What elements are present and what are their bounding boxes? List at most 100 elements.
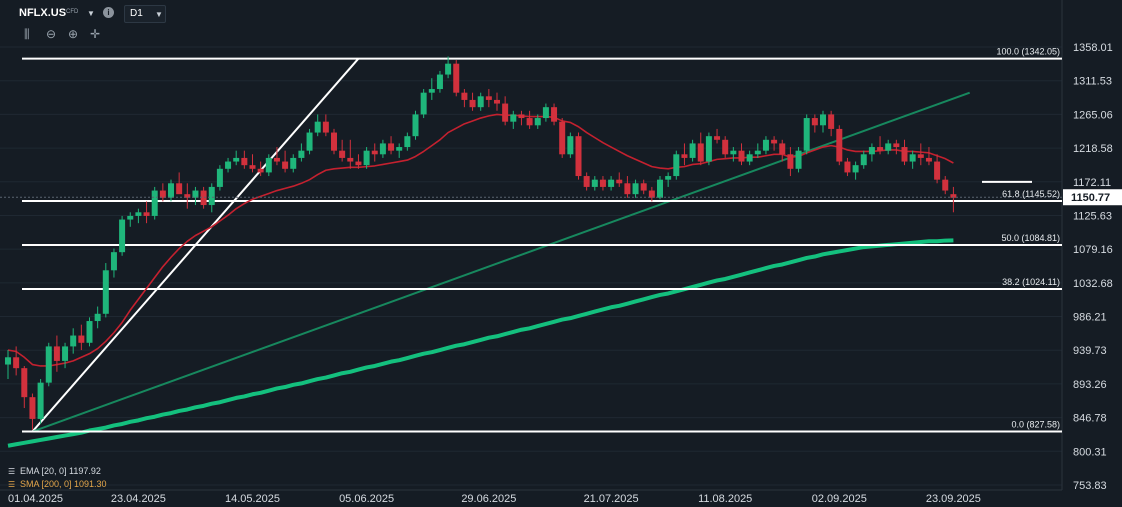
candle-body bbox=[192, 190, 199, 198]
candle-body bbox=[355, 161, 362, 166]
candle bbox=[127, 212, 134, 227]
candle bbox=[518, 110, 525, 126]
candle bbox=[176, 172, 183, 195]
candle-body bbox=[624, 183, 631, 195]
candle-body bbox=[738, 150, 745, 162]
candle-body bbox=[322, 121, 329, 133]
ema-legend[interactable]: ☰ EMA [20, 0] 1197.92 bbox=[8, 466, 101, 476]
candle-body bbox=[249, 165, 256, 169]
candle bbox=[249, 154, 256, 173]
price-axis: 1358.01 1311.53 1265.06 1218.58 1172.11 1125.… bbox=[1073, 42, 1113, 492]
candle bbox=[216, 165, 223, 191]
candle-body bbox=[673, 154, 680, 177]
current-price-tag: 1150.77 bbox=[0, 189, 1122, 206]
candle bbox=[420, 89, 427, 119]
candle bbox=[306, 128, 313, 155]
candle bbox=[477, 92, 484, 111]
candle-body bbox=[820, 114, 826, 126]
candle bbox=[339, 139, 346, 162]
zoom-out-icon[interactable]: ⊖ bbox=[46, 27, 57, 41]
date-tick-label: 14.05.2025 bbox=[225, 493, 280, 505]
candle bbox=[86, 317, 93, 347]
candle-body bbox=[730, 150, 737, 155]
candle bbox=[78, 324, 85, 351]
eye-icon[interactable]: ☰ bbox=[8, 480, 16, 489]
candle bbox=[624, 176, 631, 198]
candle-body bbox=[241, 157, 248, 166]
candle-body bbox=[705, 136, 712, 162]
candle-body bbox=[388, 143, 395, 151]
candle bbox=[811, 114, 818, 133]
candle bbox=[143, 201, 150, 224]
candle-body bbox=[404, 136, 411, 148]
candle-body bbox=[714, 136, 721, 140]
candle bbox=[45, 342, 52, 387]
candle-body bbox=[143, 212, 150, 216]
date-axis: 01.04.2025 23.04.2025 14.05.2025 05.06.2025… bbox=[8, 493, 981, 505]
candle bbox=[877, 136, 884, 155]
symbol-chevron-down-icon[interactable]: ▼ bbox=[87, 9, 95, 18]
candle-body bbox=[502, 103, 509, 122]
fib-label-38.2: 38.2 (1024.11) bbox=[1002, 277, 1060, 287]
candle bbox=[754, 143, 761, 158]
candle bbox=[379, 139, 386, 158]
candle bbox=[257, 161, 264, 177]
candle bbox=[273, 147, 280, 166]
candle bbox=[925, 147, 932, 166]
fib-label-50.0: 50.0 (1084.81) bbox=[1001, 233, 1060, 243]
candle-body bbox=[795, 150, 802, 169]
candle bbox=[632, 179, 639, 198]
candle-body bbox=[290, 157, 297, 169]
candle-body bbox=[29, 397, 36, 419]
candle-body bbox=[135, 212, 142, 216]
candle bbox=[168, 179, 174, 202]
candle bbox=[502, 96, 509, 126]
candle bbox=[388, 136, 395, 155]
green-trendline-line bbox=[32, 91, 971, 433]
candle-body bbox=[233, 157, 240, 162]
symbol-label[interactable]: NFLX.US bbox=[19, 7, 67, 19]
ema-legend-text: EMA [20, 0] 1197.92 bbox=[20, 466, 101, 476]
crosshair-icon[interactable]: ✛ bbox=[90, 27, 101, 41]
candle-body bbox=[469, 99, 476, 108]
date-tick-label: 11.08.2025 bbox=[698, 493, 752, 505]
candle-body bbox=[168, 183, 174, 198]
sma-legend[interactable]: ☰ SMA [200, 0] 1091.30 bbox=[8, 479, 107, 489]
zoom-in-icon[interactable]: ⊕ bbox=[68, 27, 79, 41]
indicators-icon[interactable]: ⫼ bbox=[24, 27, 30, 41]
candle-body bbox=[771, 139, 778, 144]
candle bbox=[322, 114, 329, 137]
price-tick-label: 1311.53 bbox=[1073, 76, 1112, 88]
candle-body bbox=[94, 313, 101, 322]
current-price-label: 1150.77 bbox=[1071, 192, 1110, 204]
toolbar: NFLX.US CFD ▼ i D1 ▼ bbox=[0, 0, 1122, 26]
candle bbox=[722, 136, 729, 158]
candle bbox=[5, 350, 11, 380]
candle-body bbox=[5, 357, 11, 365]
candle-body bbox=[551, 107, 558, 122]
candle-body bbox=[53, 346, 60, 361]
candle bbox=[233, 150, 240, 166]
candle-body bbox=[396, 147, 403, 151]
price-tick-label: 846.78 bbox=[1073, 413, 1107, 425]
candle bbox=[934, 154, 941, 184]
candle-body bbox=[657, 179, 663, 198]
info-icon[interactable]: i bbox=[103, 7, 114, 18]
date-tick-label: 23.04.2025 bbox=[111, 493, 166, 505]
candle-body bbox=[298, 150, 305, 158]
candle bbox=[673, 150, 680, 180]
timeframe-select[interactable]: D1 ▼ bbox=[124, 5, 166, 23]
sma-legend-text: SMA [200, 0] 1091.30 bbox=[20, 479, 107, 489]
ema-20-line bbox=[7, 113, 954, 367]
candle bbox=[485, 89, 492, 108]
eye-icon[interactable]: ☰ bbox=[8, 467, 16, 476]
candle-body bbox=[62, 346, 69, 361]
candle-body bbox=[697, 143, 704, 162]
candles bbox=[5, 56, 1032, 430]
current-price-box bbox=[1063, 189, 1122, 206]
candle-body bbox=[216, 168, 223, 187]
candle bbox=[681, 143, 688, 166]
candle bbox=[208, 183, 215, 213]
candle bbox=[428, 78, 435, 100]
